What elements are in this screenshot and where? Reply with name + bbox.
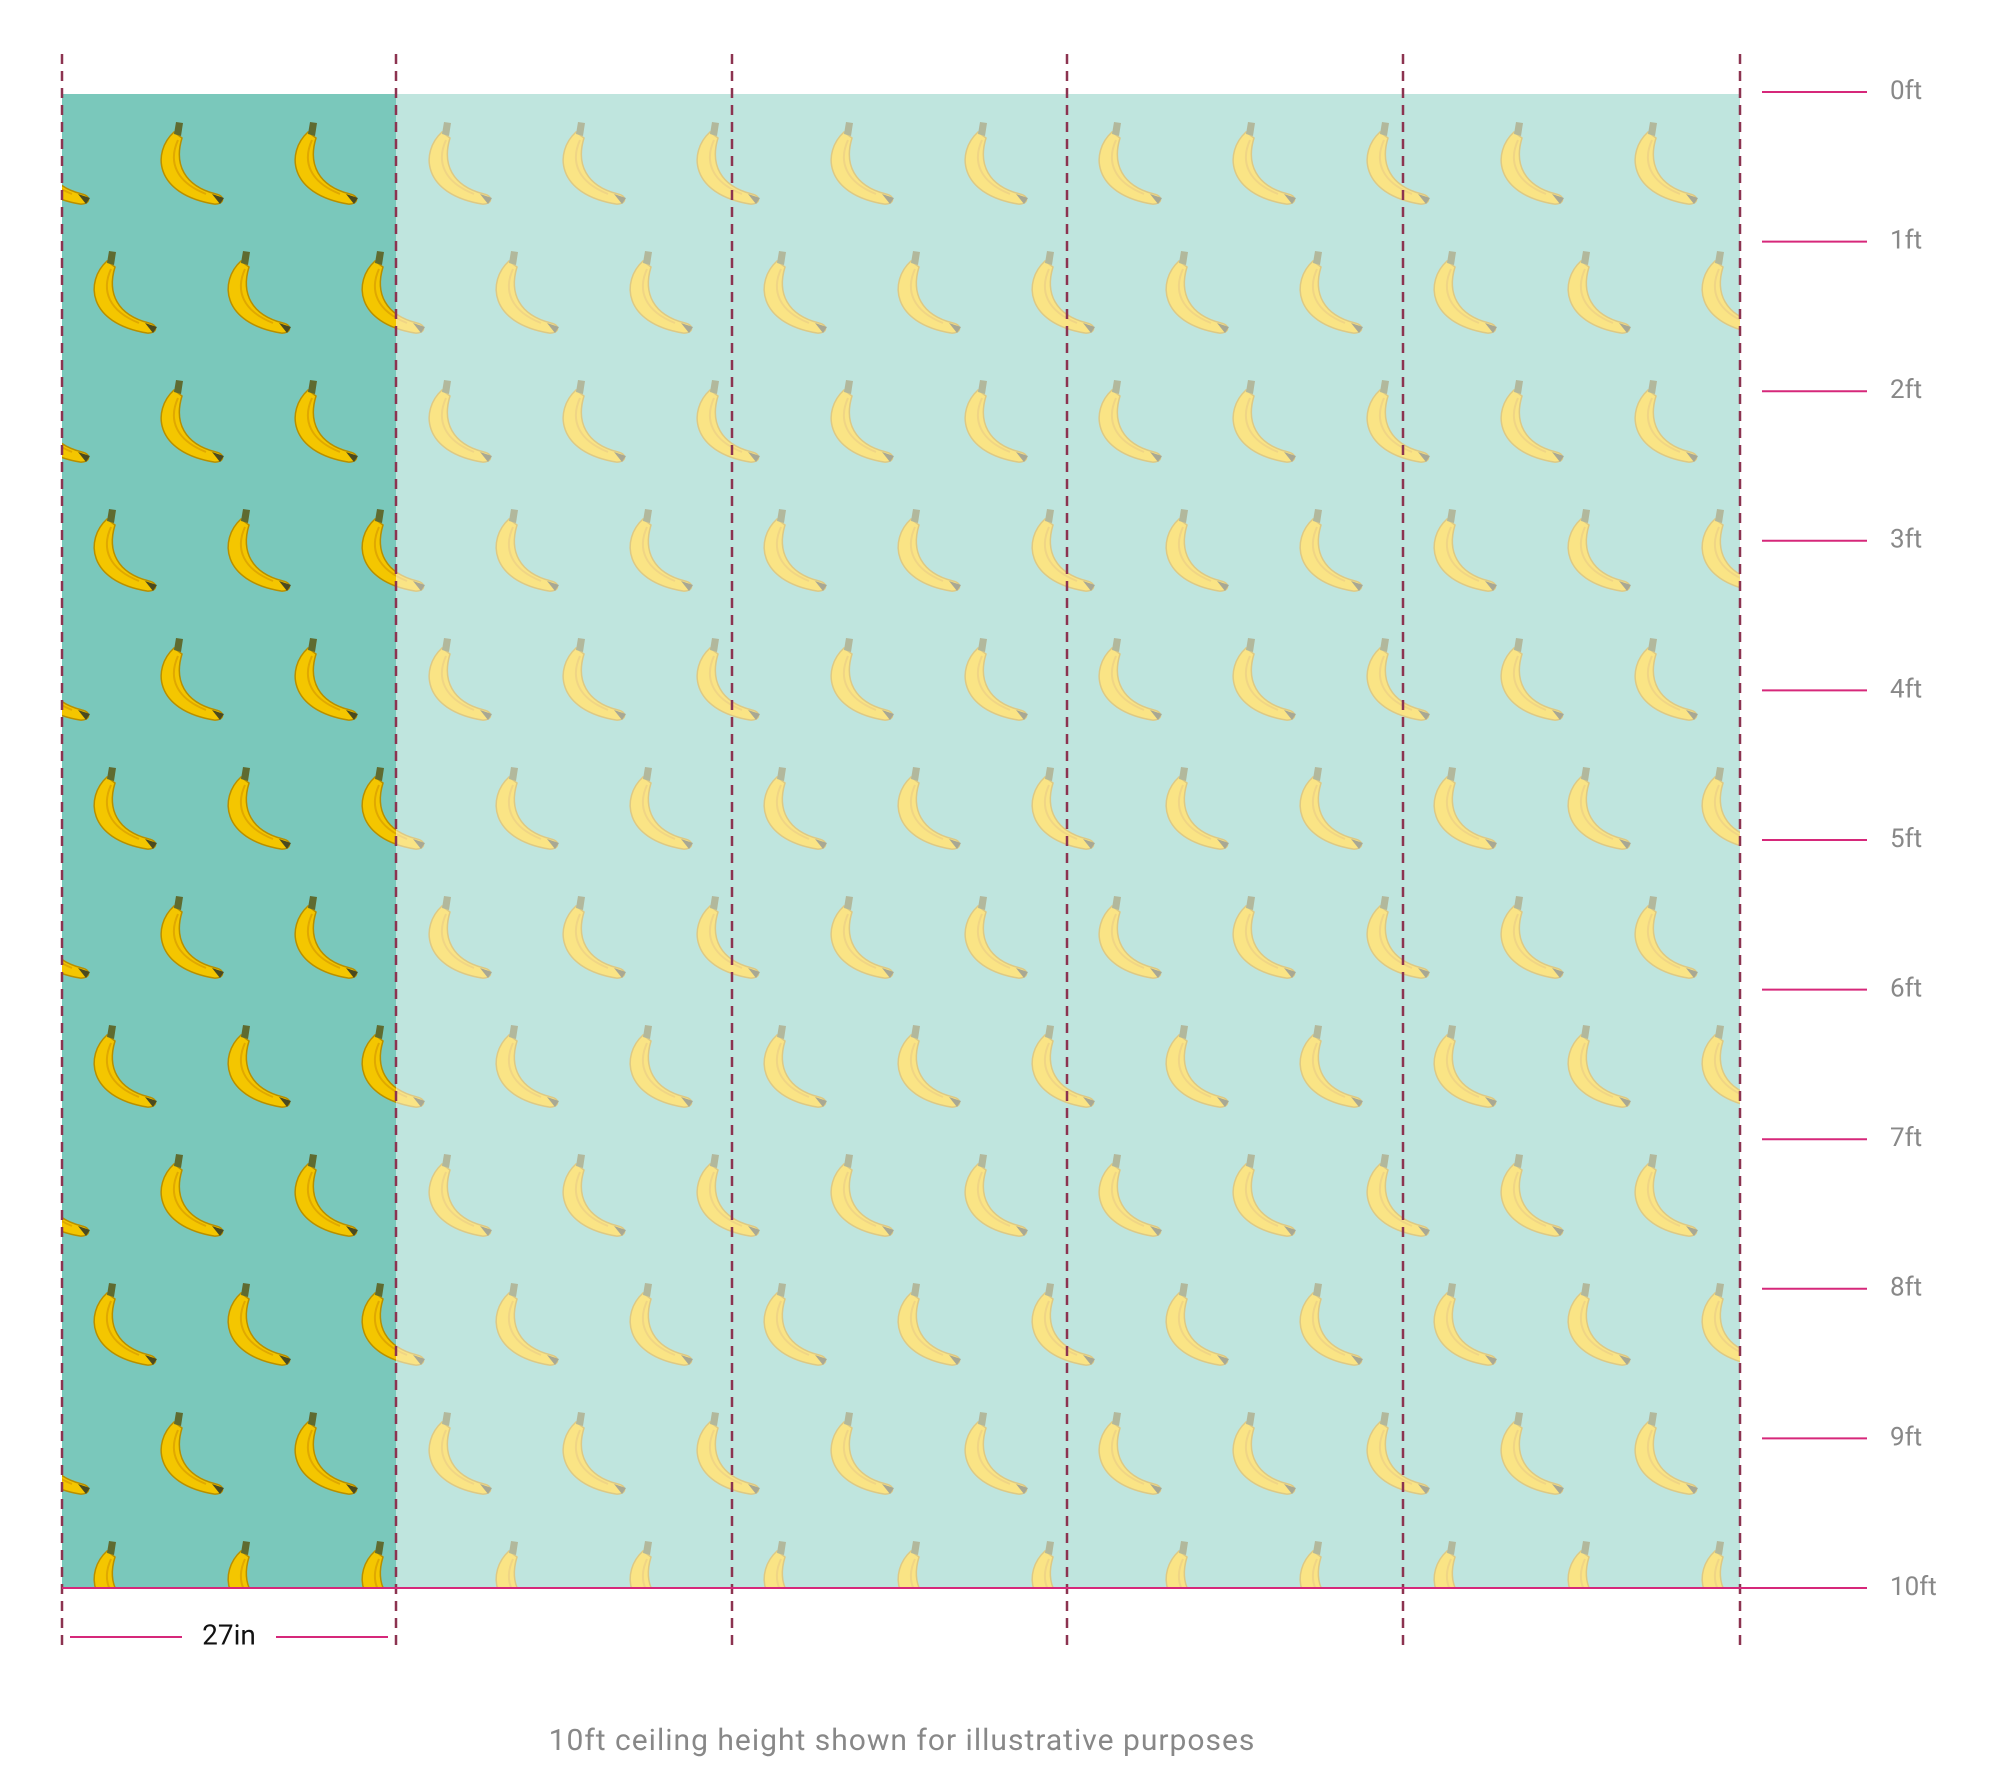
panel-dividers (60, 54, 1742, 1652)
width-label: 27in (202, 1618, 256, 1651)
height-label: 9ft (1890, 1422, 1922, 1452)
height-label: 5ft (1890, 824, 1922, 854)
height-label: 10ft (1890, 1572, 1937, 1602)
height-label: 7ft (1890, 1123, 1922, 1153)
height-label: 6ft (1890, 973, 1922, 1003)
height-scale: 0ft 1ft 2ft 3ft 4ft 5ft 6ft 7ft 8ft 9ft 10ft (62, 76, 1937, 1602)
height-label: 4ft (1890, 674, 1922, 704)
height-label: 0ft (1890, 76, 1922, 106)
caption: 10ft ceiling height shown for illustrati… (549, 1723, 1256, 1758)
height-label: 2ft (1890, 375, 1922, 405)
height-label: 8ft (1890, 1273, 1922, 1303)
height-label: 1ft (1890, 225, 1922, 255)
height-label: 3ft (1890, 525, 1922, 555)
